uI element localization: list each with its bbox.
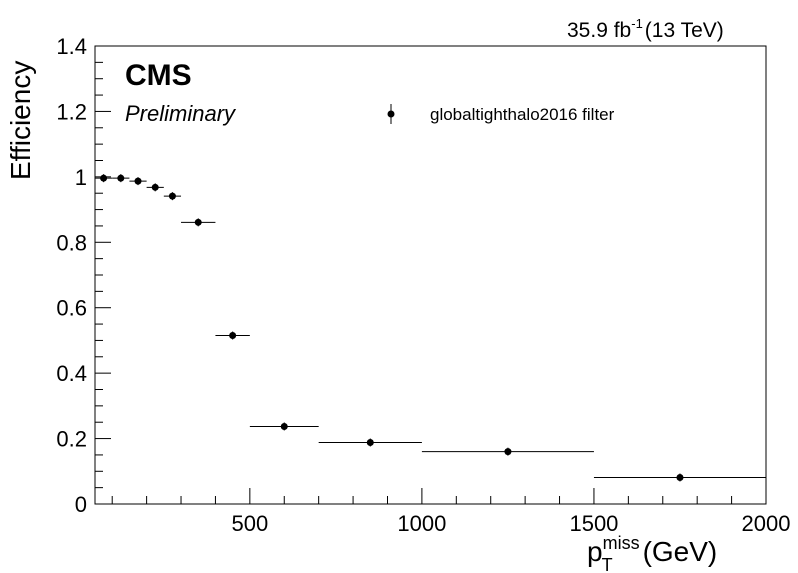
- y-tick-label: 1.4: [56, 34, 87, 59]
- legend: globaltighthalo2016 filter: [387, 104, 615, 124]
- y-tick-label: 1.2: [56, 99, 87, 124]
- data-marker: [151, 183, 159, 191]
- x-label-unit: (GeV): [643, 536, 718, 567]
- data-point: [112, 174, 130, 183]
- legend-marker: [387, 110, 395, 118]
- data-marker: [117, 174, 125, 182]
- y-tick-label: 0.2: [56, 427, 87, 452]
- data-marker: [676, 474, 684, 482]
- x-label-p: p: [587, 536, 603, 567]
- data-point: [163, 192, 182, 201]
- y-tick-label: 0: [75, 492, 87, 517]
- data-marker: [168, 192, 176, 200]
- y-tick-label: 0.8: [56, 230, 87, 255]
- data-point: [146, 183, 164, 192]
- x-tick-label: 2000: [742, 511, 791, 536]
- x-axis-label: pmiss T (GeV): [587, 533, 717, 573]
- lumi-value: 35.9 fb: [567, 19, 631, 42]
- data-marker: [280, 422, 288, 430]
- data-point: [95, 174, 113, 183]
- energy-value: (13 TeV): [645, 19, 724, 42]
- data-point: [181, 218, 216, 227]
- data-point: [593, 473, 766, 482]
- data-point: [318, 438, 422, 447]
- x-tick-label: 1000: [397, 511, 446, 536]
- x-label-sub: T: [602, 555, 613, 573]
- legend-entry: globaltighthalo2016 filter: [430, 105, 615, 124]
- data-marker: [504, 448, 512, 456]
- experiment-label: CMS: [125, 59, 192, 92]
- status-label: Preliminary: [125, 101, 237, 126]
- x-tick-label: 1500: [569, 511, 618, 536]
- y-axis-label: Efficiency: [5, 61, 36, 180]
- y-tick-label: 0.4: [56, 361, 87, 386]
- x-label-sup: miss: [603, 533, 640, 553]
- data-point: [421, 447, 594, 456]
- data-marker: [229, 332, 237, 340]
- lumi-label: 35.9 fb-1(13 TeV): [567, 16, 724, 42]
- data-point: [129, 177, 147, 186]
- y-tick-label: 1: [75, 165, 87, 190]
- data-point: [215, 331, 250, 340]
- data-marker: [194, 218, 202, 226]
- data-marker: [100, 174, 108, 182]
- data-marker: [366, 438, 374, 446]
- lumi-exponent: -1: [631, 16, 643, 31]
- data-marker: [134, 177, 142, 185]
- x-tick-label: 500: [231, 511, 268, 536]
- y-tick-label: 0.6: [56, 296, 87, 321]
- data-point: [249, 422, 319, 431]
